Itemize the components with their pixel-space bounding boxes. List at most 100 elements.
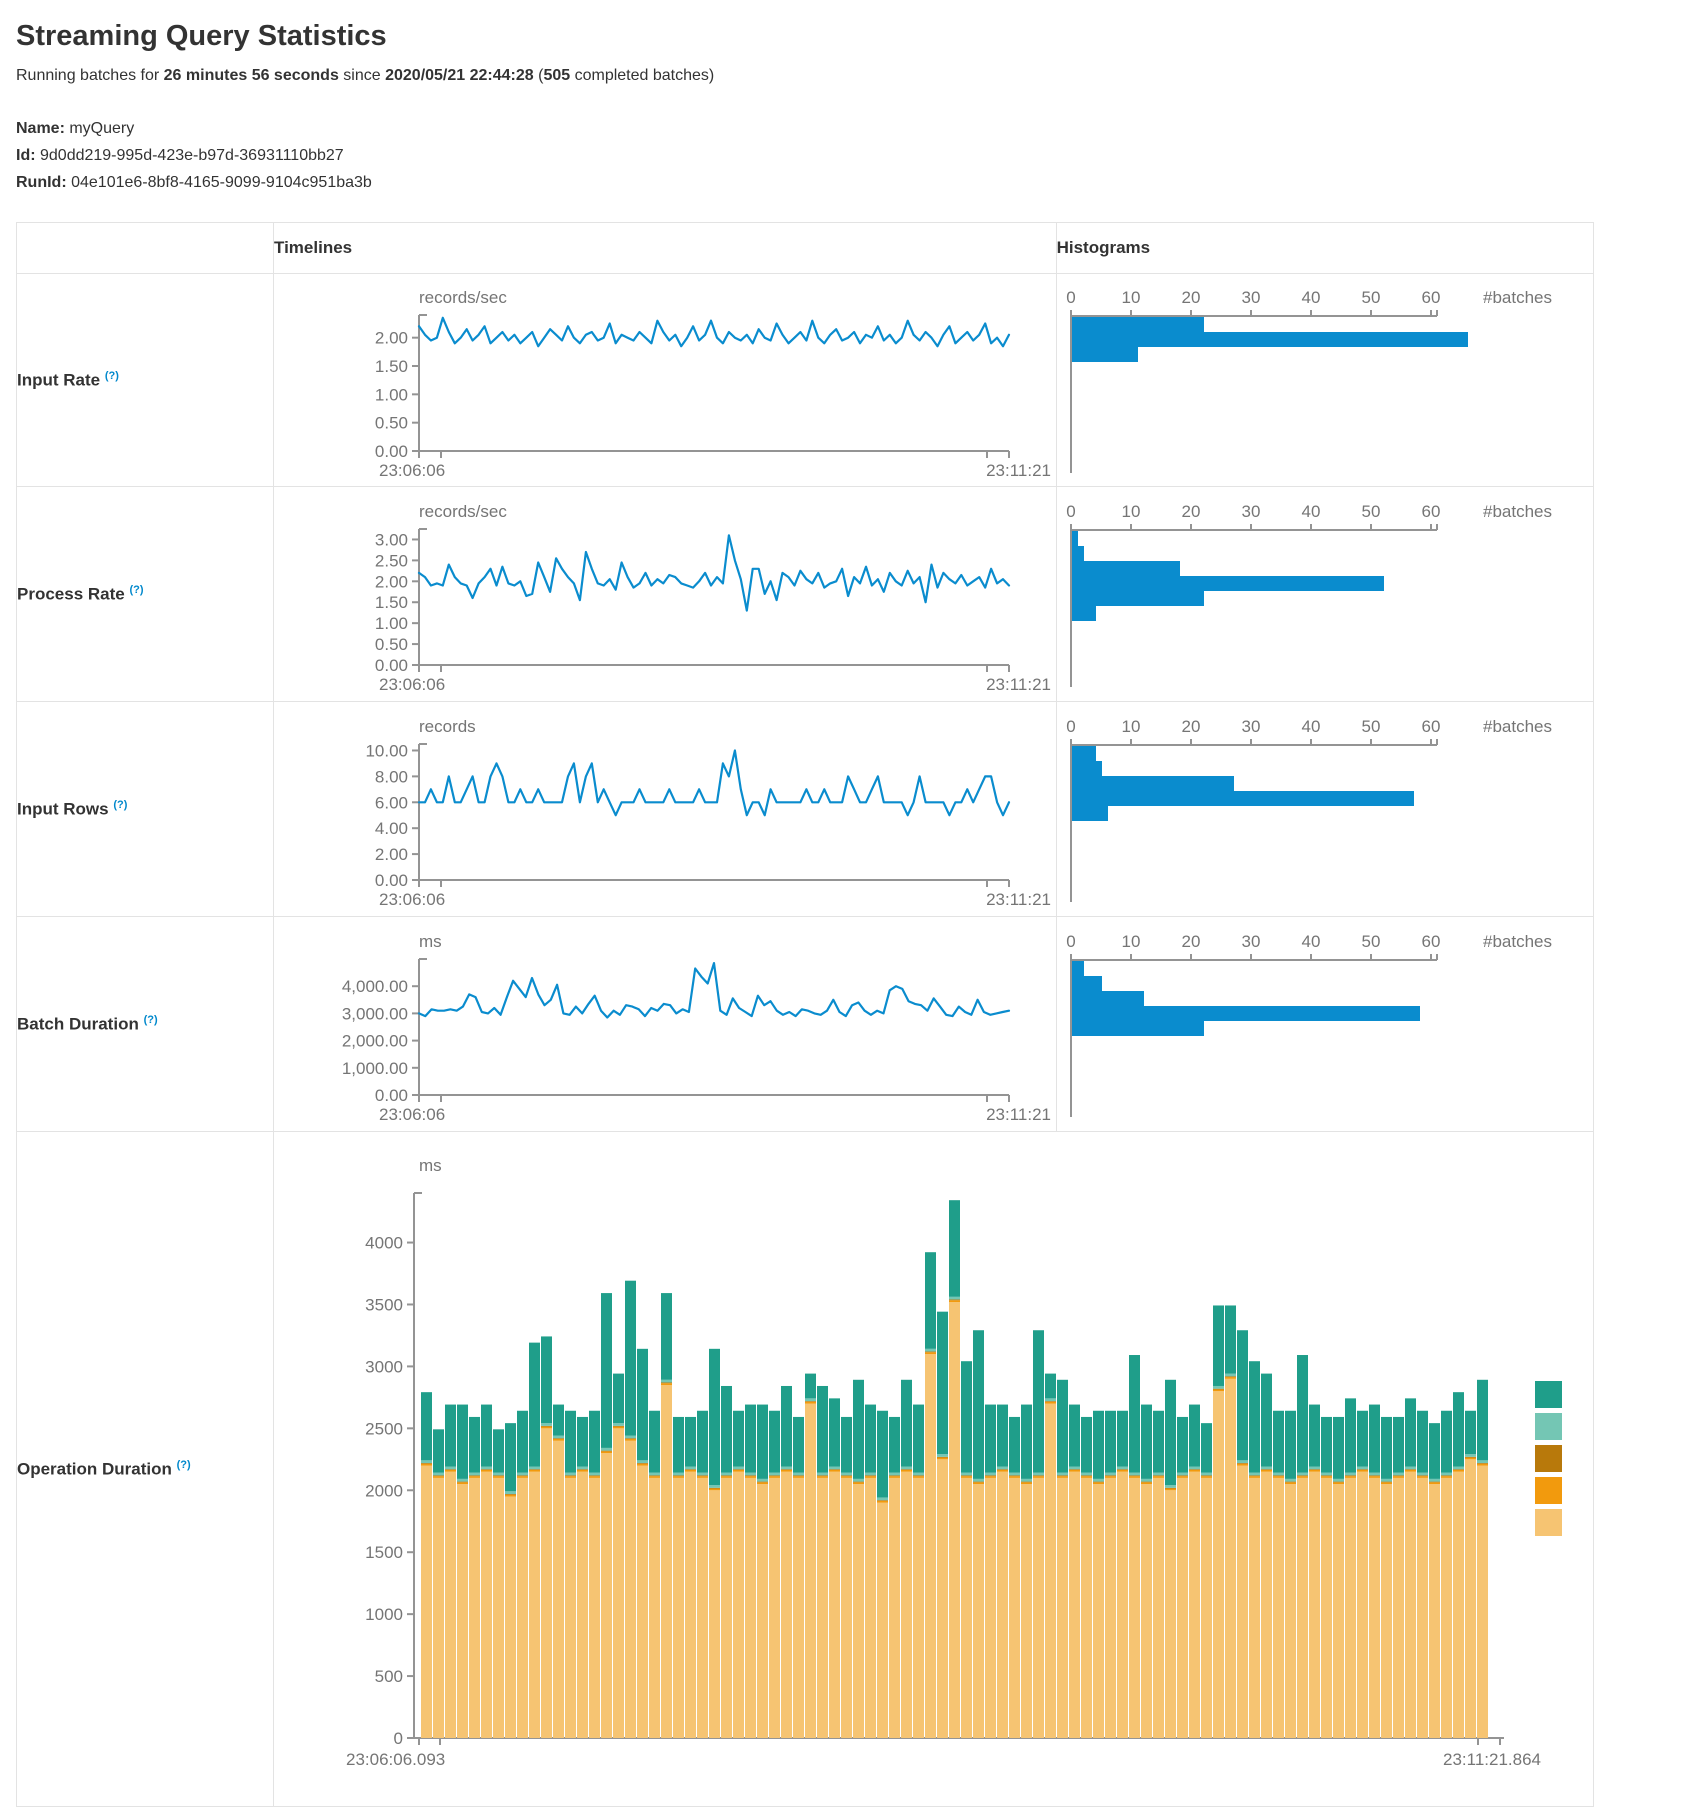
svg-text:3000: 3000 xyxy=(365,1357,403,1376)
svg-text:records/sec: records/sec xyxy=(419,502,507,521)
svg-text:10: 10 xyxy=(1121,717,1140,736)
svg-text:23:06:06: 23:06:06 xyxy=(379,675,445,694)
svg-text:0.00: 0.00 xyxy=(375,871,408,890)
svg-text:40: 40 xyxy=(1301,932,1320,951)
svg-text:1500: 1500 xyxy=(365,1543,403,1562)
svg-text:40: 40 xyxy=(1301,717,1320,736)
input-rows-timeline-chart: records 0.00 2.00 4.00 6.00 8.00 10.00 23:06:06… xyxy=(274,704,1056,914)
svg-text:20: 20 xyxy=(1181,502,1200,521)
batch-duration-histogram-chart: 0 10 20 30 40 50 60 #batches xyxy=(1057,919,1593,1129)
table-row: Input Rows (?) records 0.00 2.00 4.00 6.00 8.… xyxy=(16,701,1595,917)
svg-text:1.00: 1.00 xyxy=(375,614,408,633)
svg-text:40: 40 xyxy=(1301,288,1320,307)
svg-text:0.50: 0.50 xyxy=(375,414,408,433)
help-icon[interactable]: (?) xyxy=(129,583,144,596)
svg-text:60: 60 xyxy=(1421,288,1440,307)
svg-text:8.00: 8.00 xyxy=(375,767,408,786)
svg-text:23:11:21: 23:11:21 xyxy=(986,890,1051,909)
histograms-header: Histograms xyxy=(1055,222,1595,274)
svg-text:2.00: 2.00 xyxy=(375,845,408,864)
svg-text:10.00: 10.00 xyxy=(365,741,408,760)
svg-text:0.00: 0.00 xyxy=(375,1086,408,1105)
svg-text:10: 10 xyxy=(1121,502,1140,521)
svg-text:30: 30 xyxy=(1241,717,1260,736)
svg-text:50: 50 xyxy=(1361,717,1380,736)
svg-text:10: 10 xyxy=(1121,288,1140,307)
svg-text:2000: 2000 xyxy=(365,1481,403,1500)
svg-text:50: 50 xyxy=(1361,932,1380,951)
svg-text:10: 10 xyxy=(1121,932,1140,951)
svg-text:3,000.00: 3,000.00 xyxy=(342,1004,408,1023)
svg-text:4.00: 4.00 xyxy=(375,819,408,838)
process-rate-histogram-chart: 0 10 20 30 40 50 60 #batches xyxy=(1057,489,1593,699)
svg-text:records/sec: records/sec xyxy=(419,288,507,307)
svg-text:60: 60 xyxy=(1421,717,1440,736)
running-duration: 26 minutes 56 seconds xyxy=(163,67,339,84)
svg-text:0.00: 0.00 xyxy=(375,442,408,461)
svg-text:#batches: #batches xyxy=(1483,717,1552,736)
svg-text:23:11:21: 23:11:21 xyxy=(986,461,1051,480)
svg-text:3.00: 3.00 xyxy=(375,530,408,549)
svg-text:6.00: 6.00 xyxy=(375,793,408,812)
svg-text:1.00: 1.00 xyxy=(375,385,408,404)
query-id-value: 9d0dd219-995d-423e-b97d-36931110bb27 xyxy=(35,147,344,164)
input-rows-label: Input Rows (?) xyxy=(16,701,274,917)
input-rows-histogram-chart: 0 10 20 30 40 50 60 #batches xyxy=(1057,704,1593,914)
table-row: Operation Duration (?) ms 0 500 1000 1500 200… xyxy=(16,1131,1594,1807)
help-icon[interactable]: (?) xyxy=(104,369,119,382)
query-name-line: Name: myQuery xyxy=(16,120,135,137)
timelines-header: Timelines xyxy=(273,222,1057,274)
input-rate-label: Input Rate (?) xyxy=(16,273,274,487)
svg-text:2,000.00: 2,000.00 xyxy=(342,1032,408,1051)
svg-text:30: 30 xyxy=(1241,932,1260,951)
running-batches-summary: Running batches for 26 minutes 56 second… xyxy=(16,67,715,84)
completed-batch-count: 505 xyxy=(543,67,571,84)
query-runid-line: RunId: 04e101e6-8bf8-4165-9099-9104c951b… xyxy=(16,174,372,191)
svg-text:2.50: 2.50 xyxy=(375,551,408,570)
svg-text:60: 60 xyxy=(1421,502,1440,521)
svg-text:500: 500 xyxy=(375,1667,403,1686)
svg-text:20: 20 xyxy=(1181,717,1200,736)
svg-text:0: 0 xyxy=(1066,717,1075,736)
query-id-line: Id: 9d0dd219-995d-423e-b97d-36931110bb27 xyxy=(16,147,344,164)
operation-duration-label: Operation Duration (?) xyxy=(16,1131,274,1807)
query-name-value: myQuery xyxy=(64,120,135,137)
svg-text:ms: ms xyxy=(419,932,442,951)
help-icon[interactable]: (?) xyxy=(176,1458,191,1471)
svg-text:30: 30 xyxy=(1241,502,1260,521)
input-rate-histogram-chart: 0 10 20 30 40 50 60 #batches xyxy=(1057,275,1593,485)
process-rate-timeline-chart: records/sec 0.00 0.50 1.00 1.50 2.00 2.50 3.00 2… xyxy=(274,489,1056,699)
svg-text:23:06:06.093: 23:06:06.093 xyxy=(346,1750,445,1769)
svg-text:60: 60 xyxy=(1421,932,1440,951)
svg-text:0: 0 xyxy=(1066,502,1075,521)
svg-text:ms: ms xyxy=(419,1156,442,1175)
svg-text:1,000.00: 1,000.00 xyxy=(342,1059,408,1078)
page-title: Streaming Query Statistics xyxy=(16,20,387,52)
svg-text:1.50: 1.50 xyxy=(375,357,408,376)
statistics-table: Timelines Histograms Input Rate (?) reco… xyxy=(16,222,1595,1807)
svg-text:0.50: 0.50 xyxy=(375,635,408,654)
svg-text:2500: 2500 xyxy=(365,1419,403,1438)
svg-text:#batches: #batches xyxy=(1483,288,1552,307)
table-row: Input Rate (?) records/sec 0.00 0.50 1.00 1.… xyxy=(16,273,1595,487)
svg-text:50: 50 xyxy=(1361,288,1380,307)
help-icon[interactable]: (?) xyxy=(113,798,128,811)
svg-text:23:11:21.864: 23:11:21.864 xyxy=(1443,1750,1541,1769)
svg-text:records: records xyxy=(419,717,476,736)
help-icon[interactable]: (?) xyxy=(143,1013,158,1026)
svg-text:40: 40 xyxy=(1301,502,1320,521)
svg-text:4000: 4000 xyxy=(365,1234,403,1253)
svg-text:1000: 1000 xyxy=(365,1605,403,1624)
svg-text:0: 0 xyxy=(394,1729,403,1748)
svg-text:4,000.00: 4,000.00 xyxy=(342,977,408,996)
empty-header-cell xyxy=(16,222,274,274)
svg-text:0.00: 0.00 xyxy=(375,656,408,675)
svg-text:20: 20 xyxy=(1181,288,1200,307)
svg-text:2.00: 2.00 xyxy=(375,329,408,348)
svg-text:30: 30 xyxy=(1241,288,1260,307)
svg-text:23:11:21: 23:11:21 xyxy=(986,1105,1051,1124)
svg-text:23:06:06: 23:06:06 xyxy=(379,890,445,909)
operation-duration-stacked-chart: ms 0 500 1000 1500 2000 2500 3000 3500 4000 23:06:… xyxy=(274,1138,1593,1800)
svg-text:23:11:21: 23:11:21 xyxy=(986,675,1051,694)
